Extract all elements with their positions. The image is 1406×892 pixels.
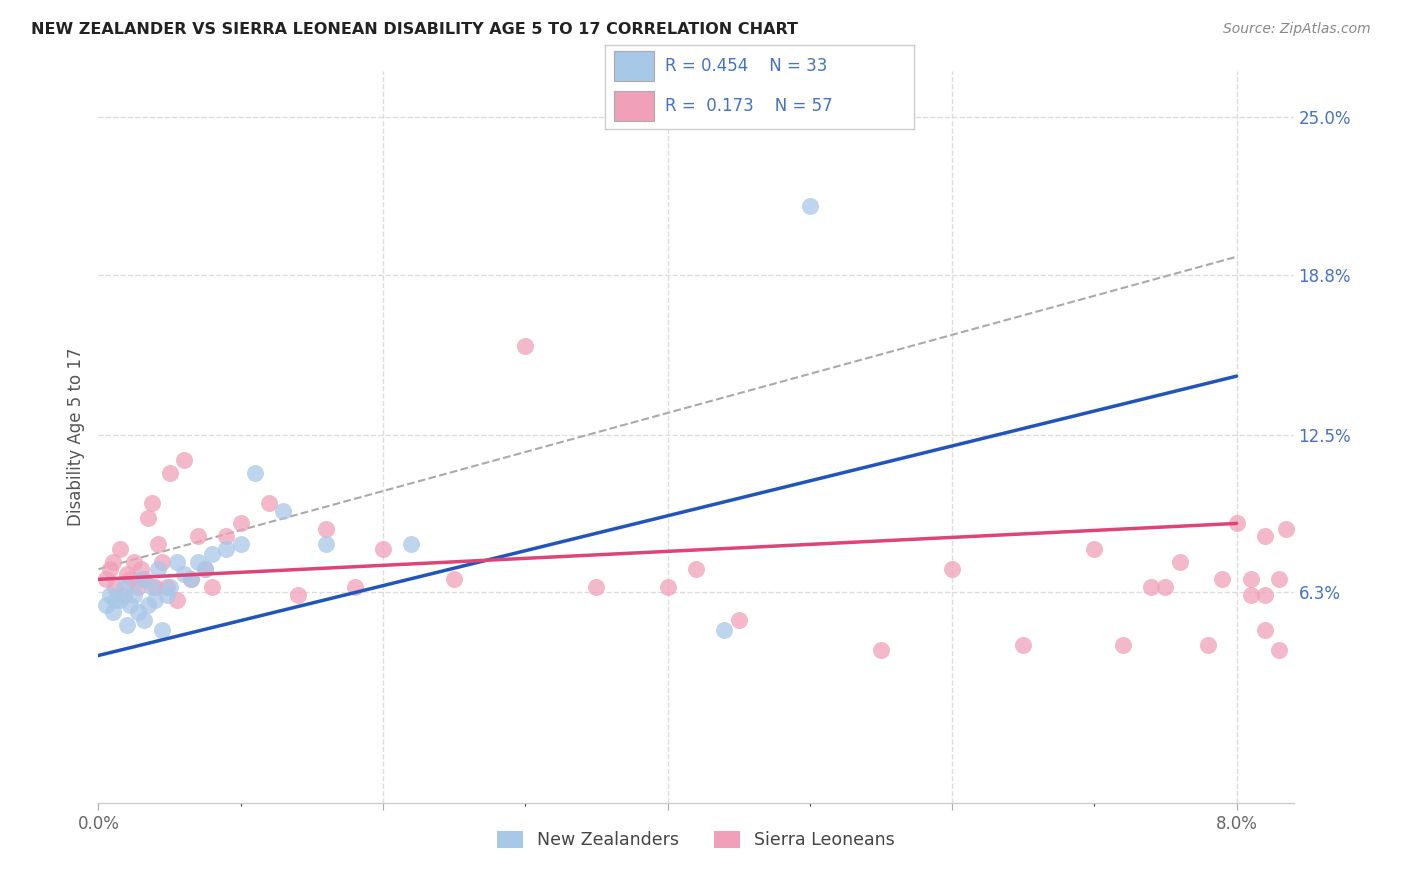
- Point: [1226, 516, 1249, 531]
- Point: [173, 567, 195, 582]
- Point: [112, 580, 135, 594]
- FancyBboxPatch shape: [614, 91, 654, 120]
- Point: [799, 199, 821, 213]
- Text: R = 0.454    N = 33: R = 0.454 N = 33: [665, 57, 827, 75]
- Point: [118, 598, 141, 612]
- Point: [201, 547, 224, 561]
- Point: [1240, 588, 1263, 602]
- Point: [401, 537, 423, 551]
- Point: [141, 580, 163, 594]
- Point: [132, 613, 155, 627]
- Point: [257, 496, 280, 510]
- Point: [127, 605, 149, 619]
- Point: [101, 605, 124, 619]
- Point: [1083, 541, 1105, 556]
- Point: [727, 613, 749, 627]
- Point: [315, 521, 337, 535]
- Point: [115, 618, 138, 632]
- Point: [152, 555, 174, 569]
- Point: [118, 572, 141, 586]
- Point: [243, 466, 266, 480]
- Point: [1211, 572, 1233, 586]
- Point: [515, 339, 537, 353]
- Point: [136, 598, 159, 612]
- Point: [657, 580, 679, 594]
- Point: [1240, 572, 1263, 586]
- Point: [98, 588, 121, 602]
- Point: [685, 562, 707, 576]
- Legend: New Zealanders, Sierra Leoneans: New Zealanders, Sierra Leoneans: [491, 823, 901, 856]
- Point: [156, 580, 179, 594]
- Point: [136, 511, 159, 525]
- Point: [108, 541, 131, 556]
- Text: Source: ZipAtlas.com: Source: ZipAtlas.com: [1223, 22, 1371, 37]
- Point: [94, 598, 117, 612]
- Point: [180, 572, 202, 586]
- Point: [143, 580, 166, 594]
- Text: NEW ZEALANDER VS SIERRA LEONEAN DISABILITY AGE 5 TO 17 CORRELATION CHART: NEW ZEALANDER VS SIERRA LEONEAN DISABILI…: [31, 22, 799, 37]
- Point: [187, 555, 209, 569]
- FancyBboxPatch shape: [614, 52, 654, 81]
- Point: [443, 572, 465, 586]
- Point: [287, 588, 309, 602]
- Point: [1140, 580, 1163, 594]
- Point: [315, 537, 337, 551]
- Point: [194, 562, 217, 576]
- Point: [187, 529, 209, 543]
- Point: [148, 537, 170, 551]
- Point: [215, 541, 238, 556]
- Point: [148, 562, 170, 576]
- Point: [132, 572, 155, 586]
- Point: [585, 580, 607, 594]
- Point: [229, 537, 252, 551]
- Point: [101, 555, 124, 569]
- Point: [115, 567, 138, 582]
- Point: [159, 466, 181, 480]
- Point: [159, 580, 181, 594]
- Point: [143, 592, 166, 607]
- Point: [94, 572, 117, 586]
- Point: [1254, 588, 1277, 602]
- Point: [180, 572, 202, 586]
- Point: [194, 562, 217, 576]
- Point: [1197, 638, 1219, 652]
- Point: [98, 562, 121, 576]
- Text: R =  0.173    N = 57: R = 0.173 N = 57: [665, 97, 832, 115]
- Point: [1254, 529, 1277, 543]
- Point: [152, 623, 174, 637]
- Y-axis label: Disability Age 5 to 17: Disability Age 5 to 17: [66, 348, 84, 526]
- Point: [127, 580, 149, 594]
- Point: [156, 588, 179, 602]
- Point: [108, 592, 131, 607]
- Point: [371, 541, 394, 556]
- Point: [166, 592, 188, 607]
- Point: [122, 588, 145, 602]
- Point: [229, 516, 252, 531]
- Point: [166, 555, 188, 569]
- Point: [870, 643, 893, 657]
- Point: [1268, 643, 1291, 657]
- Point: [941, 562, 963, 576]
- Point: [713, 623, 735, 637]
- Point: [104, 580, 127, 594]
- Point: [104, 592, 127, 607]
- Point: [1268, 572, 1291, 586]
- Point: [112, 588, 135, 602]
- Point: [1168, 555, 1191, 569]
- Point: [273, 504, 295, 518]
- Point: [129, 572, 152, 586]
- Point: [215, 529, 238, 543]
- Point: [129, 562, 152, 576]
- Point: [1275, 521, 1298, 535]
- Point: [1112, 638, 1135, 652]
- Point: [1012, 638, 1035, 652]
- Point: [122, 555, 145, 569]
- Point: [173, 453, 195, 467]
- Point: [201, 580, 224, 594]
- Point: [1154, 580, 1177, 594]
- Point: [343, 580, 366, 594]
- Point: [141, 496, 163, 510]
- Point: [1254, 623, 1277, 637]
